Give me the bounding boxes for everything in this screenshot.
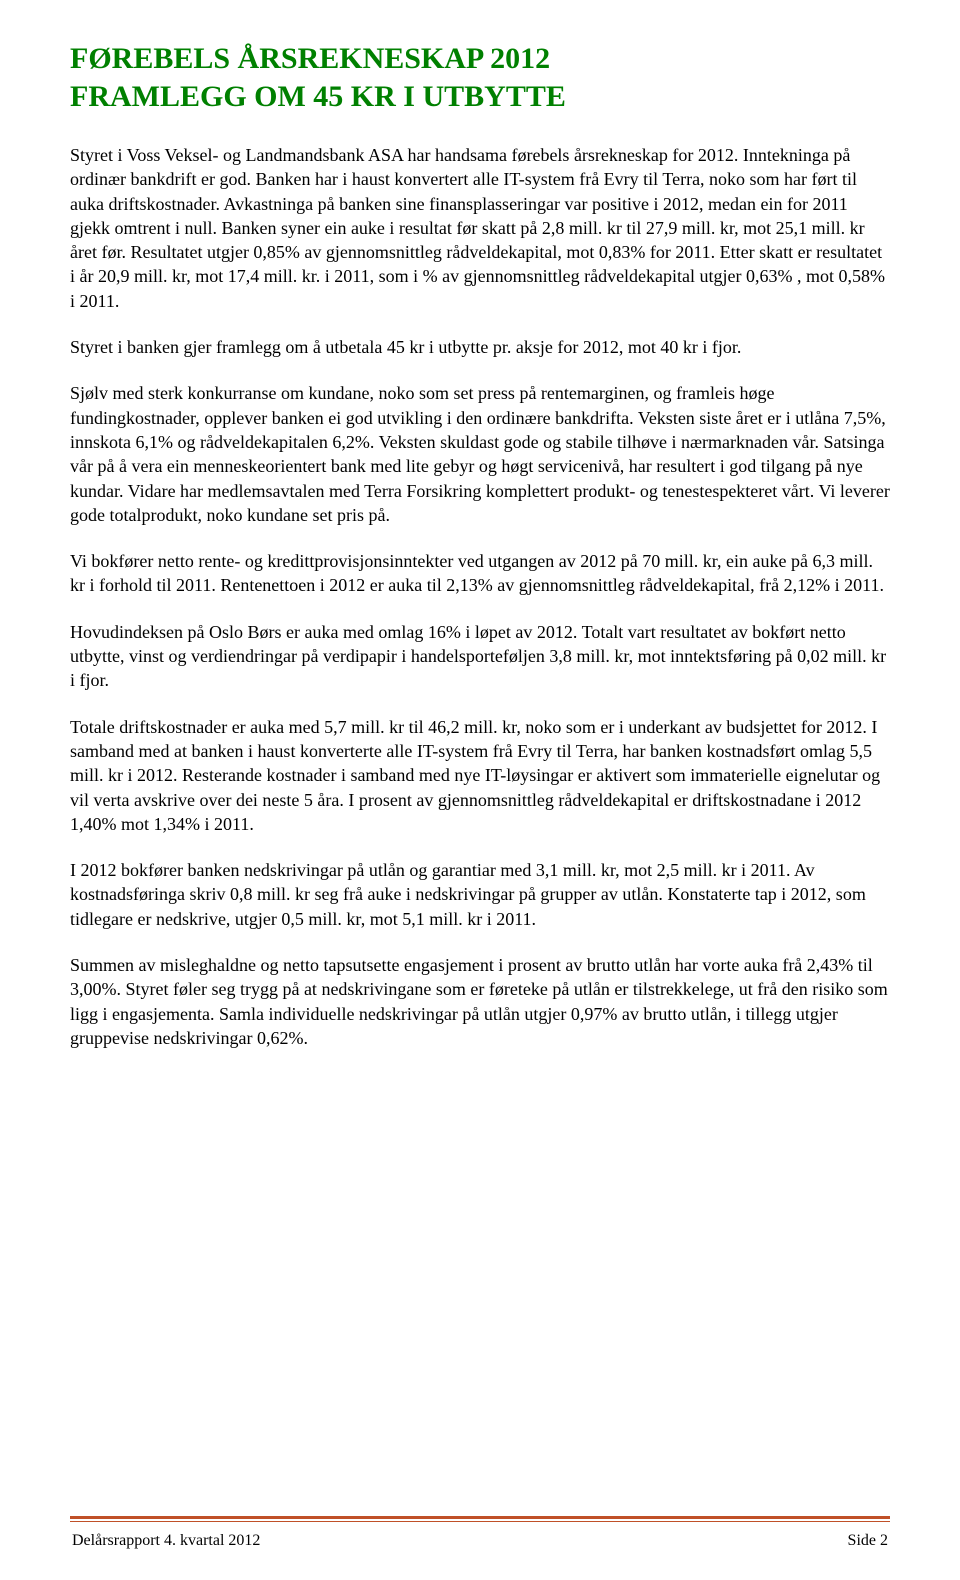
footer-rule-icon: [70, 1516, 890, 1519]
paragraph-1: Styret i Voss Veksel- og Landmandsbank A…: [70, 143, 890, 313]
paragraph-8: Summen av misleghaldne og netto tapsutse…: [70, 953, 890, 1050]
title-line-2: FRAMLEGG OM 45 KR I UTBYTTE: [70, 80, 566, 113]
paragraph-5: Hovudindeksen på Oslo Børs er auka med o…: [70, 620, 890, 693]
footer-right-text: Side 2: [848, 1532, 888, 1550]
footer-rule-thin-icon: [70, 1521, 890, 1522]
footer-text-row: Delårsrapport 4. kvartal 2012 Side 2: [70, 1532, 890, 1550]
footer-left-text: Delårsrapport 4. kvartal 2012: [72, 1532, 260, 1550]
paragraph-6: Totale driftskostnader er auka med 5,7 m…: [70, 715, 890, 836]
paragraph-4: Vi bokfører netto rente- og kredittprovi…: [70, 549, 890, 598]
page-footer: Delårsrapport 4. kvartal 2012 Side 2: [70, 1516, 890, 1550]
paragraph-7: I 2012 bokfører banken nedskrivingar på …: [70, 858, 890, 931]
title-line-1: FØREBELS ÅRSREKNESKAP 2012: [70, 42, 550, 75]
document-title: FØREBELS ÅRSREKNESKAP 2012 FRAMLEGG OM 4…: [70, 40, 890, 115]
paragraph-3: Sjølv med sterk konkurranse om kundane, …: [70, 381, 890, 527]
paragraph-2: Styret i banken gjer framlegg om å utbet…: [70, 335, 890, 359]
